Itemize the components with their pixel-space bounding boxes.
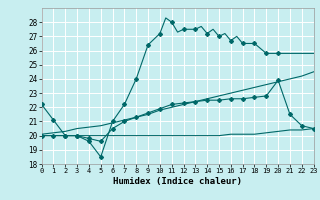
X-axis label: Humidex (Indice chaleur): Humidex (Indice chaleur) [113,177,242,186]
